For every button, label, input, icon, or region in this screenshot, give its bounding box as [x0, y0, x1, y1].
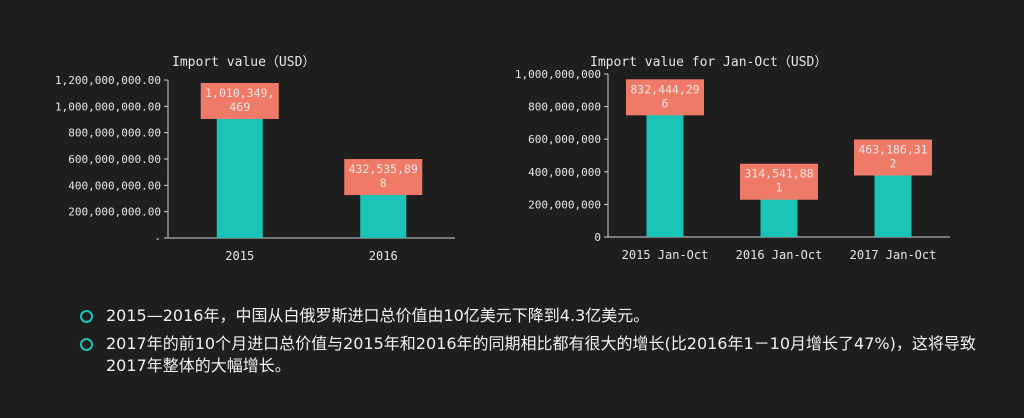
data-label-box [854, 139, 932, 176]
bullet-item-1: 2015—2016年，中国从白俄罗斯进口总价值由10亿美元下降到4.3亿美元。 [78, 305, 978, 327]
bullet-text-1: 2015—2016年，中国从白俄罗斯进口总价值由10亿美元下降到4.3亿美元。 [106, 306, 650, 325]
bullet-circle-icon [80, 310, 93, 323]
data-label: 432,535,89 8 [349, 162, 418, 190]
y-tick-label: 400,000,000.00 [68, 179, 161, 192]
bullet-text-2: 2017年的前10个月进口总价值与2015年和2016年的同期相比都有很大的增长… [106, 334, 976, 375]
x-tick-label: 2016 Jan-Oct [736, 248, 823, 262]
data-label: 832,444,29 6 [630, 82, 699, 110]
y-tick-label: 1,000,000,000.00 [55, 100, 161, 113]
data-label-line: 1 [776, 181, 783, 195]
data-label-line: 8 [380, 176, 387, 190]
data-label-line: 6 [662, 96, 669, 110]
y-tick-label: 1,000,000,000 [515, 68, 601, 81]
x-tick-label: 2017 Jan-Oct [850, 248, 937, 262]
bullet-circle-icon [80, 338, 93, 351]
y-tick-label: 800,000,000 [528, 101, 601, 114]
data-label-box [626, 79, 704, 116]
y-tick-label: 600,000,000 [528, 133, 601, 146]
data-label-line: 463,186,31 [858, 143, 927, 157]
data-label-line: 1,010,349, [205, 86, 274, 100]
data-label-line: 469 [229, 100, 250, 114]
data-label: 1,010,349, 469 [205, 86, 274, 114]
data-label: 314,541,88 1 [744, 167, 813, 195]
y-tick-label: 600,000,000.00 [68, 153, 161, 166]
data-label-box [740, 163, 818, 200]
x-tick-label: 2016 [369, 249, 398, 263]
chart-title: Import value for Jan-Oct（USD） [590, 55, 827, 70]
y-tick-label: 800,000,000.00 [68, 127, 161, 140]
data-label: 463,186,31 2 [858, 143, 927, 171]
bullet-list: 2015—2016年，中国从白俄罗斯进口总价值由10亿美元下降到4.3亿美元。 … [78, 305, 978, 383]
data-label-line: 832,444,29 [630, 82, 699, 96]
bullet-item-2: 2017年的前10个月进口总价值与2015年和2016年的同期相比都有很大的增长… [78, 333, 978, 377]
y-tick-label: 400,000,000 [528, 166, 601, 179]
y-tick-label: 200,000,000 [528, 198, 601, 211]
import-value-jan-oct-chart: Import value for Jan-Oct（USD） 0 200,000,00… [515, 55, 950, 262]
y-tick-label: 0 [594, 231, 601, 244]
bar [646, 101, 684, 237]
data-label-box [200, 82, 279, 119]
data-label-line: 314,541,88 [744, 167, 813, 181]
y-tick-label: 1,200,000,000.00 [55, 74, 161, 87]
data-label-box [344, 159, 423, 196]
x-tick-label: 2015 Jan-Oct [622, 248, 709, 262]
y-tick-label: 200,000,000.00 [68, 206, 161, 219]
import-value-chart: Import value（USD） - 200,000,000.00 400,000,… [55, 55, 455, 263]
chart-title: Import value（USD） [172, 55, 315, 70]
data-label-line: 432,535,89 [349, 162, 418, 176]
x-tick-label: 2015 [225, 249, 254, 263]
y-tick-label: - [154, 232, 161, 245]
data-label-line: 2 [890, 157, 897, 171]
bar [216, 104, 263, 239]
